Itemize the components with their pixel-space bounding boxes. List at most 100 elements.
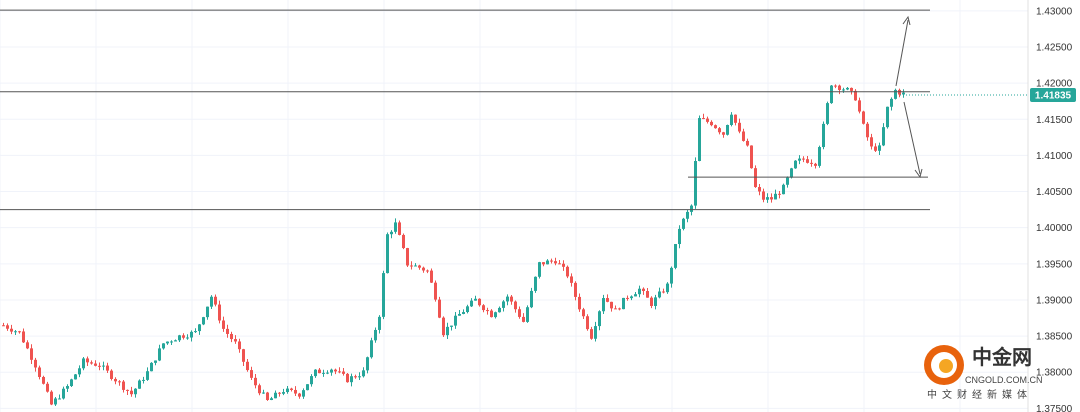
candle-up [286,388,289,393]
candle-up [882,127,885,146]
candle-up [546,260,549,265]
price-tick-label: 1.40500 [1036,187,1073,198]
candle-down [702,118,705,120]
candle-down [410,265,413,267]
candle-up [190,331,193,338]
candle-down [834,85,837,87]
candle-up [414,265,417,267]
candle-up [826,103,829,124]
candle-up [202,317,205,325]
candle-up [394,222,397,232]
candle-up [902,92,905,95]
down-arrow-line[interactable] [903,101,921,175]
candle-down [234,339,237,342]
candle-up [134,388,137,395]
up-arrow-line[interactable] [895,19,909,87]
candle-down [10,328,13,332]
candle-up [506,296,509,302]
candle-down [814,163,817,166]
price-tick-label: 1.41000 [1036,151,1073,162]
candle-down [342,371,345,374]
candle-up [594,326,597,339]
candle-down [214,296,217,305]
candle-up [466,306,469,313]
candle-up [146,371,149,380]
candle-down [230,333,233,340]
candle-down [278,392,281,394]
candle-down [550,260,553,262]
candle-up [178,335,181,341]
candle-down [478,298,481,306]
candle-up [358,376,361,378]
candle-down [578,296,581,310]
candle-up [206,306,209,318]
candle-down [514,301,517,310]
candle-down [710,121,713,126]
candle-up [846,87,849,90]
candle-down [562,263,565,267]
candle-up [166,341,169,344]
candle-up [658,291,661,298]
candle-down [290,388,293,390]
logo-text-en: CNGOLD.COM.CN [965,375,1043,385]
candle-down [242,349,245,362]
candle-down [38,367,41,377]
price-tick-label: 1.41500 [1036,115,1073,126]
candle-up [450,325,453,327]
candle-down [118,381,121,383]
candle-down [722,132,725,135]
candle-up [690,205,693,212]
candle-down [246,361,249,371]
candle-up [670,267,673,284]
candle-down [574,282,577,297]
price-tick-label: 1.38000 [1036,368,1073,379]
candle-down [806,159,809,163]
candle-down [858,100,861,112]
candle-down [406,248,409,266]
candle-up [630,296,633,299]
candle-down [566,266,569,277]
candle-down [346,373,349,383]
candle-up [58,398,61,400]
price-axis[interactable]: 1.43000 1.42500 1.42000 1.41500 1.41000 1.405… [1036,6,1073,412]
horizontal-levels[interactable] [0,9,930,211]
candle-up [654,297,657,306]
candle-up [842,89,845,91]
up-arrow-head [902,15,911,26]
price-tick-label: 1.43000 [1036,6,1073,17]
price-tick-label: 1.38500 [1036,332,1073,343]
candle-down [98,365,101,367]
candle-up [154,360,157,363]
candle-up [534,276,537,291]
down-arrow-head [914,168,923,179]
candle-up [350,376,353,383]
candle-up [390,231,393,235]
candle-up [686,211,689,219]
candle-down [838,85,841,90]
candle-down [402,234,405,249]
candle-down [22,331,25,343]
candle-down [122,381,125,390]
candle-up [726,124,729,135]
candle-up [70,379,73,387]
candle-up [78,368,81,375]
candle-up [310,376,313,385]
candle-down [50,391,53,405]
logo-text-cn: 中金网 [972,345,1032,369]
projection-arrows[interactable] [895,15,923,179]
candle-down [94,363,97,366]
candle-up [886,106,889,128]
candle-up [330,369,333,373]
candle-down [518,309,521,317]
candle-down [610,301,613,309]
candle-down [354,376,357,378]
candle-down [714,125,717,129]
candle-down [222,320,225,329]
candle-up [66,386,69,389]
candle-down [522,316,525,322]
candles [2,84,905,406]
candle-up [830,85,833,104]
candle-up [798,158,801,161]
